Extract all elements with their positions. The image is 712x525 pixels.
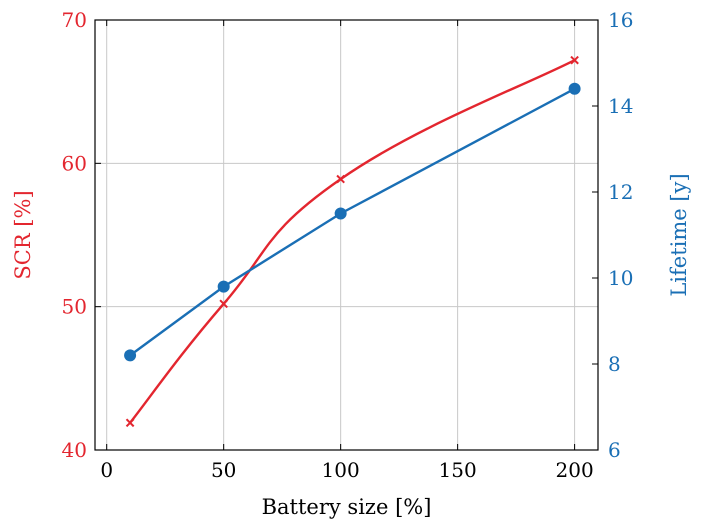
scr-point-marker xyxy=(125,418,135,428)
right-y-axis-title: Lifetime [y] xyxy=(667,173,691,296)
right-y-tick-label: 14 xyxy=(608,94,633,118)
left-y-tick-label: 50 xyxy=(62,295,87,319)
left-y-tick-label: 40 xyxy=(62,438,87,462)
x-tick-label: 100 xyxy=(322,458,360,482)
series-markers xyxy=(124,55,581,428)
lifetime-point-marker xyxy=(568,82,581,95)
plot-frame xyxy=(94,19,599,451)
x-tick-label: 150 xyxy=(439,458,477,482)
scr-point-marker xyxy=(570,55,579,65)
scr-series-line xyxy=(129,59,576,424)
right-y-tick-label: 12 xyxy=(608,180,633,204)
lifetime-series-line xyxy=(129,87,576,357)
right-y-tick-label: 6 xyxy=(608,438,621,462)
x-tick-label: 200 xyxy=(556,458,594,482)
scr-point-marker xyxy=(219,299,228,309)
scr-point-marker xyxy=(336,174,345,184)
x-axis-title: Battery size [%] xyxy=(262,495,432,519)
x-tick-label: 50 xyxy=(211,458,236,482)
tick-labels: 0 50 100 150 200 40 50 60 70 6 8 10 12 14 16 xyxy=(62,8,634,482)
left-y-tick-label: 70 xyxy=(62,8,87,32)
right-y-tick-label: 8 xyxy=(608,352,621,376)
lifetime-point-marker xyxy=(124,349,137,362)
right-y-tick-label: 16 xyxy=(608,8,633,32)
left-y-axis-title: SCR [%] xyxy=(11,190,35,279)
lifetime-point-marker xyxy=(217,280,230,293)
left-y-tick-label: 60 xyxy=(62,151,87,175)
x-tick-label: 0 xyxy=(100,458,113,482)
right-y-tick-label: 10 xyxy=(608,266,633,290)
lifetime-point-marker xyxy=(334,207,347,220)
